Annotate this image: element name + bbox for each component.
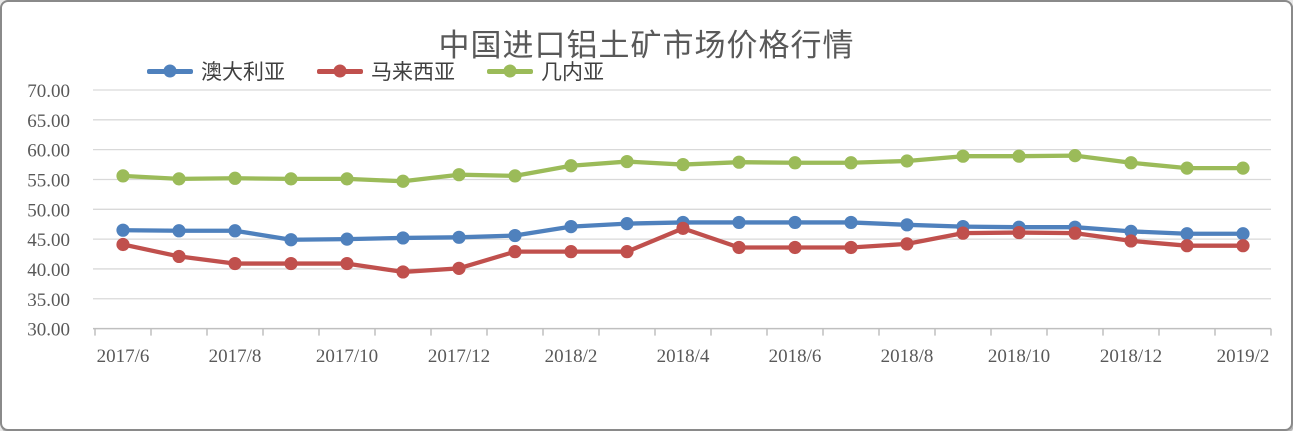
- data-point: [396, 231, 410, 245]
- data-point: [116, 237, 130, 252]
- y-axis-tick-label: 40.00: [27, 260, 70, 281]
- data-point: [1124, 224, 1138, 238]
- data-point: [1012, 225, 1026, 240]
- legend-item-malaysia: 马来西亚: [317, 56, 455, 86]
- data-point: [620, 245, 634, 259]
- data-point: [732, 155, 746, 169]
- line-series-marker-icon: [317, 64, 363, 78]
- legend-item-guinea: 几内亚: [487, 56, 604, 86]
- data-point: [340, 256, 354, 271]
- x-axis-tick-label: 2018/4: [657, 346, 710, 367]
- data-point: [508, 228, 522, 243]
- chart-title: 中国进口铝土矿市场价格行情: [438, 28, 855, 63]
- data-point: [1236, 161, 1250, 175]
- y-axis-tick-label: 45.00: [27, 230, 70, 251]
- x-axis-tick-label: 2019/2: [1217, 346, 1270, 367]
- y-axis-tick-label: 65.00: [27, 111, 70, 132]
- data-point: [788, 240, 802, 255]
- data-point: [228, 171, 242, 185]
- data-point: [116, 169, 130, 183]
- data-point: [396, 265, 410, 279]
- data-point: [228, 224, 242, 238]
- data-point: [956, 226, 970, 240]
- data-point: [1068, 149, 1082, 163]
- y-axis-tick-label: 55.00: [27, 170, 70, 191]
- data-point: [284, 233, 298, 247]
- line-series-marker-icon: [147, 64, 193, 78]
- data-point: [900, 218, 914, 232]
- y-axis-tick-label: 50.00: [27, 200, 70, 221]
- data-point: [620, 154, 634, 169]
- data-point: [844, 240, 858, 255]
- data-point: [1124, 234, 1138, 248]
- data-point: [1180, 239, 1194, 253]
- data-point: [1068, 226, 1082, 240]
- data-point: [564, 219, 578, 234]
- data-point: [284, 172, 298, 186]
- data-point: [676, 221, 690, 235]
- x-axis-tick-label: 2018/12: [1100, 346, 1162, 367]
- data-point: [844, 215, 858, 230]
- data-point: [1180, 161, 1194, 175]
- data-point: [172, 249, 186, 264]
- data-point: [508, 245, 522, 259]
- line-series-marker-icon: [487, 64, 533, 78]
- y-axis-tick-label: 60.00: [27, 141, 70, 162]
- data-point: [564, 245, 578, 259]
- data-point: [732, 240, 746, 255]
- data-point: [1236, 227, 1250, 241]
- legend-label: 几内亚: [541, 61, 604, 84]
- data-point: [900, 154, 914, 168]
- data-point: [396, 174, 410, 188]
- x-axis-tick-label: 2018/8: [881, 346, 934, 367]
- data-point: [900, 237, 914, 251]
- data-point: [788, 156, 802, 170]
- x-axis-tick-label: 2018/10: [988, 346, 1050, 367]
- data-point: [340, 232, 354, 246]
- data-point: [956, 149, 970, 163]
- legend-label: 马来西亚: [371, 61, 455, 84]
- data-point: [284, 256, 298, 271]
- x-axis-tick-label: 2018/2: [545, 346, 598, 367]
- data-point: [340, 172, 354, 186]
- data-point: [508, 169, 522, 183]
- x-axis-tick-label: 2017/12: [428, 346, 490, 367]
- data-point: [116, 223, 130, 237]
- data-point: [788, 215, 802, 230]
- data-point: [452, 230, 466, 244]
- data-point: [1124, 156, 1138, 170]
- y-axis-tick-label: 30.00: [27, 320, 70, 341]
- data-point: [172, 224, 186, 238]
- legend: 澳大利亚 马来西亚 几内亚: [147, 56, 604, 86]
- legend-item-australia: 澳大利亚: [147, 56, 285, 86]
- data-point: [452, 168, 466, 182]
- data-point: [228, 256, 242, 271]
- data-point: [1012, 149, 1026, 163]
- x-axis-tick-label: 2017/6: [97, 346, 150, 367]
- data-point: [172, 172, 186, 186]
- legend-label: 澳大利亚: [201, 61, 285, 84]
- y-axis-tick-label: 70.00: [27, 81, 70, 102]
- data-point: [732, 215, 746, 230]
- x-axis-tick-label: 2017/8: [209, 346, 262, 367]
- data-point: [620, 217, 634, 231]
- data-point: [844, 156, 858, 170]
- y-axis-tick-label: 35.00: [27, 290, 70, 311]
- data-point: [1236, 239, 1250, 253]
- x-axis-tick-label: 2018/6: [769, 346, 822, 367]
- data-point: [676, 157, 690, 172]
- x-axis-tick-label: 2017/10: [316, 346, 378, 367]
- data-point: [452, 261, 466, 275]
- data-point: [1180, 227, 1194, 241]
- data-point: [564, 159, 578, 173]
